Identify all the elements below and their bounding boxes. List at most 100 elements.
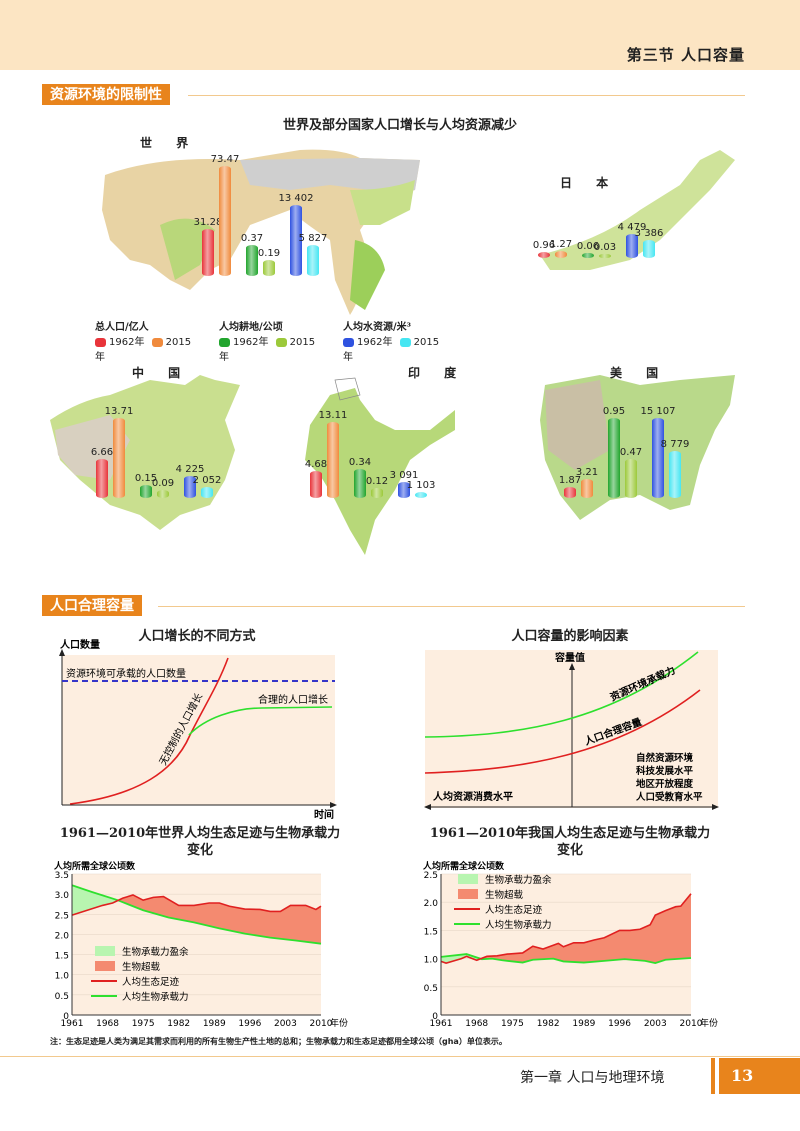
chart-china-footprint: 0 0.5 1.0 1.5 2.0 2.5 1961 1968 1975 1982 1989 1996… bbox=[422, 860, 718, 1029]
factor-item: 地区开放程度 bbox=[636, 778, 694, 790]
y-tick-label: 2.0 bbox=[55, 931, 70, 941]
bar-japan-land-1962: 0.06 bbox=[577, 241, 599, 258]
divider bbox=[188, 95, 745, 96]
bar-usa-land-2015: 0.47 bbox=[620, 447, 642, 498]
x-tick-label: 2010 bbox=[680, 1019, 703, 1029]
capacity-label: 资源环境可承载的人口数量 bbox=[66, 667, 186, 680]
y-tick-label: 2.0 bbox=[424, 899, 439, 909]
bar-china-land-2015: 0.09 bbox=[152, 478, 174, 498]
legend-label: 2015年 bbox=[343, 337, 440, 363]
bar-china-pop-2015: 13.71 bbox=[105, 406, 133, 498]
bar-value-label: 6.66 bbox=[90, 447, 114, 459]
bar-legend: 总人口/亿人 1962年 2015年 人均耕地/公顷 1962年 2015年 人… bbox=[95, 318, 445, 363]
bar-value-label: 3.21 bbox=[575, 467, 599, 479]
bar-value-label: 0.96 bbox=[532, 240, 556, 252]
bar-value-label: 3 386 bbox=[634, 228, 664, 240]
y-tick-label: 0.5 bbox=[424, 984, 438, 994]
bar-value-label: 1.87 bbox=[558, 475, 582, 487]
footprint-line bbox=[440, 893, 692, 964]
bar-group-japan: 0.96 1.27 0.06 0.03 4 479 3 386 bbox=[533, 200, 663, 258]
overshoot-area bbox=[72, 885, 321, 944]
biocapacity-line bbox=[440, 953, 692, 965]
legend-label: 人均生物承载力 bbox=[122, 991, 189, 1003]
legend-group-population: 总人口/亿人 1962年 2015年 bbox=[95, 318, 197, 363]
diagram-population-growth: 人口数量 时间 资源环境可承载的人口数量 合理的人口增长 无控制的人口增长 bbox=[59, 638, 337, 821]
legend-label: 1962年 bbox=[109, 337, 145, 348]
bar-value-label: 13 402 bbox=[278, 192, 314, 204]
bar-value-label: 0.12 bbox=[365, 475, 389, 487]
y-tick-label: 0.5 bbox=[55, 992, 69, 1002]
map-label-india: 印 度 bbox=[408, 366, 467, 380]
bar-value-label: 0.09 bbox=[151, 478, 175, 490]
bar-japan-pop-2015: 1.27 bbox=[550, 239, 572, 258]
reasonable-growth-label: 合理的人口增长 bbox=[258, 693, 328, 706]
diagram-capacity-factors: 容量值 资源环境承载力 人口合理容量 人均资源消费水平 自然资源环境 科技发展水… bbox=[424, 650, 719, 810]
y-tick-label: 2.5 bbox=[424, 871, 438, 881]
x-tick-label: 1982 bbox=[167, 1019, 190, 1029]
bar-value-label: 13.11 bbox=[318, 409, 348, 421]
japan-map bbox=[540, 150, 735, 270]
plot-background bbox=[72, 874, 321, 1015]
bar-india-land-1962: 0.34 bbox=[349, 457, 371, 498]
bar-value-label: 0.06 bbox=[576, 240, 600, 252]
y-tick-label: 1.0 bbox=[424, 956, 439, 966]
legend-swatch bbox=[275, 337, 287, 347]
x-axis-label: 时间 bbox=[314, 808, 334, 821]
y-tick-label: 0 bbox=[432, 1012, 438, 1022]
reasonable-capacity-curve bbox=[424, 689, 701, 774]
legend-group-water: 人均水资源/米³ 1962年 2015年 bbox=[343, 318, 445, 363]
x-tick-label: 1975 bbox=[132, 1019, 155, 1029]
legend-label: 人均生态足迹 bbox=[485, 904, 543, 916]
bar-value-label: 2 052 bbox=[192, 475, 222, 487]
bar-world-water-1962: 13 402 bbox=[279, 193, 314, 276]
legend-swatch bbox=[219, 337, 230, 347]
bar-value-label: 0.15 bbox=[134, 473, 158, 485]
footprint-line bbox=[71, 894, 322, 916]
legend-title: 人均水资源/米³ bbox=[343, 322, 412, 333]
x-axis-suffix: 年份 bbox=[330, 1017, 348, 1029]
x-tick-label: 1989 bbox=[203, 1019, 226, 1029]
bar-value-label: 1.27 bbox=[549, 238, 573, 250]
x-tick-label: 1968 bbox=[96, 1019, 119, 1029]
bar-value-label: 3 091 bbox=[389, 469, 419, 481]
x-tick-label: 1996 bbox=[238, 1019, 261, 1029]
x-tick-label: 1968 bbox=[465, 1019, 488, 1029]
bar-value-label: 5 827 bbox=[298, 233, 328, 245]
x-tick-label: 1982 bbox=[537, 1019, 560, 1029]
page-accent bbox=[711, 1058, 715, 1094]
bar-world-pop-1962: 31.28 bbox=[194, 217, 222, 276]
chart-world-footprint: 0 0.5 1.0 1.5 2.0 2.5 3.0 3.5 1961 1968 1975 1982 19… bbox=[53, 860, 348, 1029]
legend-swatch bbox=[151, 337, 163, 347]
legend-title: 人均耕地/公顷 bbox=[219, 322, 283, 333]
bar-japan-water-2015: 3 386 bbox=[635, 228, 663, 258]
bar-china-water-1962: 4 225 bbox=[176, 464, 204, 498]
bar-world-pop-2015: 73.47 bbox=[211, 154, 239, 276]
bar-value-label: 8 779 bbox=[660, 439, 690, 451]
legend-swatch bbox=[458, 889, 478, 899]
bar-value-label: 0.47 bbox=[619, 446, 643, 458]
footnote: 注：生态足迹是人类为满足其需求而利用的所有生物生产性土地的总和；生物承载力和生态… bbox=[50, 1037, 507, 1046]
x-tick-label: 1975 bbox=[501, 1019, 524, 1029]
bar-group-china: 6.66 13.71 0.15 0.09 4 225 2 052 bbox=[91, 400, 221, 498]
legend-label: 生物承载力盈余 bbox=[485, 874, 552, 886]
divider bbox=[158, 606, 745, 607]
bar-india-pop-1962: 4.68 bbox=[305, 459, 327, 498]
world-map bbox=[102, 149, 420, 315]
map-label-usa: 美 国 bbox=[610, 366, 669, 380]
bar-value-label: 73.47 bbox=[210, 153, 240, 165]
y-tick-label: 3.5 bbox=[55, 871, 69, 881]
bar-china-land-1962: 0.15 bbox=[135, 473, 157, 498]
legend-swatch bbox=[95, 337, 106, 347]
overshoot-area bbox=[441, 893, 691, 964]
factor-item: 科技发展水平 bbox=[636, 765, 694, 777]
bar-india-land-2015: 0.12 bbox=[366, 476, 388, 498]
bar-world-land-2015: 0.19 bbox=[258, 248, 280, 276]
section-heading: 第三节 人口容量 bbox=[626, 46, 745, 64]
y-tick-label: 1.0 bbox=[55, 972, 70, 982]
section-tag-resources: 资源环境的限制性 bbox=[42, 84, 170, 105]
x-tick-label: 1961 bbox=[430, 1019, 453, 1029]
bar-value-label: 31.28 bbox=[193, 217, 223, 229]
figure-title: 世界及部分国家人口增长与人均资源减少 bbox=[282, 118, 517, 133]
x-tick-label: 2003 bbox=[274, 1019, 297, 1029]
bar-value-label: 4 479 bbox=[617, 222, 647, 234]
